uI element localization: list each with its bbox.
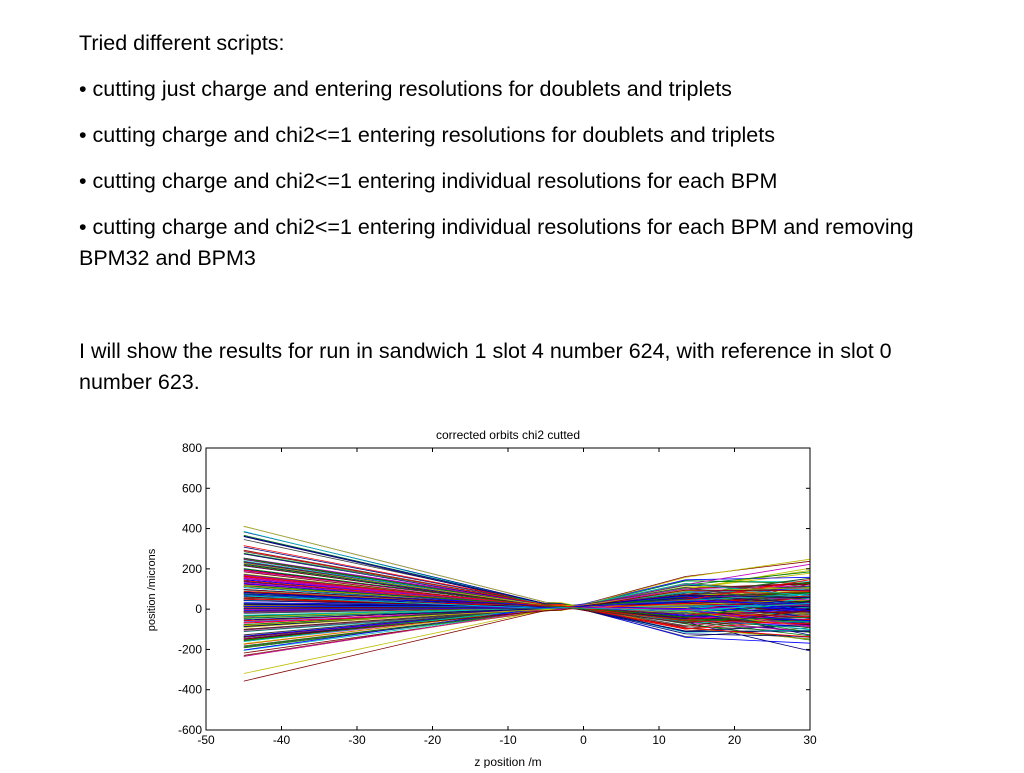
- y-tick-label: 0: [195, 602, 202, 616]
- bullet-item: • cutting just charge and entering resol…: [79, 74, 959, 105]
- x-tick-label: 10: [652, 733, 666, 747]
- y-axis-label: position /microns: [146, 548, 158, 631]
- orbit-line: [243, 568, 811, 621]
- orbit-line: [243, 594, 811, 621]
- y-tick-label: -400: [178, 683, 202, 697]
- orbit-chart: corrected orbits chi2 cutted z position …: [130, 420, 850, 769]
- orbit-line: [243, 550, 811, 638]
- y-tick-label: 800: [182, 441, 202, 455]
- axis-ticks: -50 -40 -30 -20 -10 0 10 20 30 -600 -400 -200 0 200 40…: [178, 441, 817, 747]
- orbit-line: [243, 575, 811, 624]
- bullet-item: • cutting charge and chi2<=1 entering re…: [79, 120, 959, 151]
- y-tick-label: 400: [182, 522, 202, 536]
- slide-text: Tried different scripts: • cutting just …: [79, 28, 959, 398]
- y-tick-label: 600: [182, 481, 202, 495]
- intro-text: Tried different scripts:: [79, 31, 285, 55]
- x-tick-label: -50: [197, 733, 215, 747]
- x-tick-label: -10: [499, 733, 517, 747]
- x-tick-label: 0: [580, 733, 587, 747]
- bullet-text: cutting charge and chi2<=1 entering reso…: [92, 123, 775, 147]
- bullet-marker: •: [79, 169, 87, 193]
- orbit-line: [243, 562, 811, 628]
- x-axis-label: z position /m: [474, 755, 541, 768]
- y-tick-label: 200: [182, 562, 202, 576]
- y-tick-label: -200: [178, 642, 202, 656]
- bullet-item: • cutting charge and chi2<=1 entering in…: [79, 212, 959, 274]
- bullet-item: • cutting charge and chi2<=1 entering in…: [79, 166, 959, 197]
- orbit-chart-svg: corrected orbits chi2 cutted z position …: [146, 428, 817, 769]
- bullet-marker: •: [79, 123, 87, 147]
- x-tick-label: -30: [348, 733, 366, 747]
- orbit-line: [243, 558, 811, 674]
- orbit-line: [243, 595, 811, 612]
- bullet-text: cutting charge and chi2<=1 entering indi…: [92, 169, 778, 193]
- x-tick-label: 30: [803, 733, 817, 747]
- orbit-line: [243, 589, 811, 640]
- y-tick-label: -600: [178, 723, 202, 737]
- bullet-text: cutting just charge and entering resolut…: [92, 77, 732, 101]
- bullet-marker: •: [79, 77, 87, 101]
- x-tick-label: 20: [728, 733, 742, 747]
- x-tick-label: -40: [273, 733, 291, 747]
- bullet-text: cutting charge and chi2<=1 entering indi…: [79, 215, 914, 270]
- results-text: I will show the results for run in sandw…: [79, 339, 892, 394]
- x-tick-label: -20: [424, 733, 442, 747]
- bullet-marker: •: [79, 215, 87, 239]
- series-lines: [243, 525, 811, 682]
- chart-title: corrected orbits chi2 cutted: [436, 428, 580, 442]
